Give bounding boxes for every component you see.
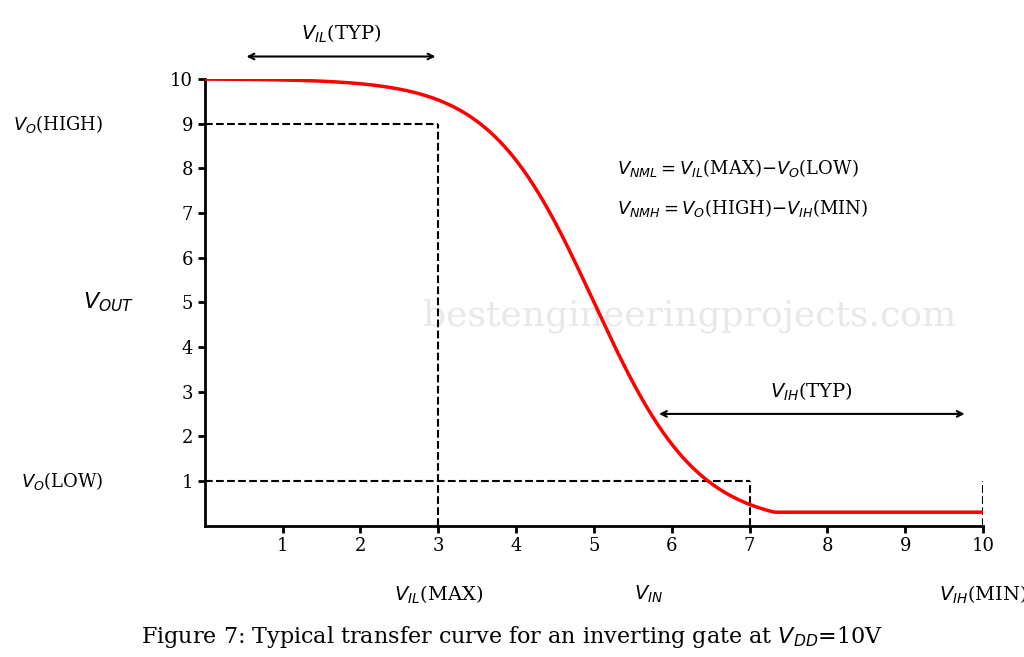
Text: $V_{IH}$(TYP): $V_{IH}$(TYP) [770,380,853,403]
Text: $V_{IL}$(TYP): $V_{IL}$(TYP) [301,23,381,45]
Text: $V_{IL}$(MAX): $V_{IL}$(MAX) [394,583,482,606]
Text: $V_{NML}$$=$$V_{IL}$(MAX)$-$$V_O$(LOW): $V_{NML}$$=$$V_{IL}$(MAX)$-$$V_O$(LOW) [617,157,859,179]
Text: $V_{IH}$(MIN): $V_{IH}$(MIN) [939,583,1024,606]
Text: $V_{IN}$: $V_{IN}$ [634,583,663,605]
Text: Figure 7: Typical transfer curve for an inverting gate at $V_{DD}$=10V: Figure 7: Typical transfer curve for an … [141,624,883,650]
Text: $V_O$(LOW): $V_O$(LOW) [22,470,103,492]
Text: bestengineeringprojects.com: bestengineeringprojects.com [423,298,956,333]
Text: $V_{OUT}$: $V_{OUT}$ [83,290,135,314]
Text: $V_{NMH}$$=$$V_O$(HIGH)$-$$V_{IH}$(MIN): $V_{NMH}$$=$$V_O$(HIGH)$-$$V_{IH}$(MIN) [617,197,868,219]
Text: $V_O$(HIGH): $V_O$(HIGH) [13,112,103,135]
